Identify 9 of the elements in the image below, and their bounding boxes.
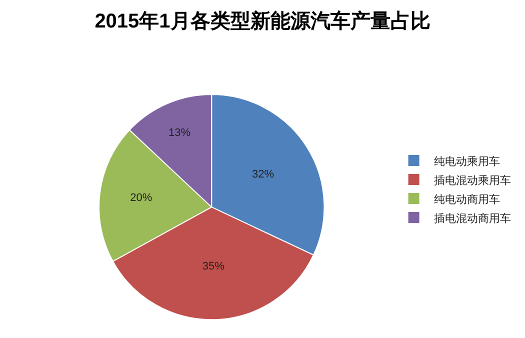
data-label: 35%	[202, 260, 225, 273]
legend-label: 纯电动乘用车	[434, 154, 500, 168]
data-label: 32%	[252, 168, 274, 180]
data-label: 20%	[130, 192, 152, 204]
legend-label: 插电混动商用车	[434, 212, 511, 225]
legend-label: 插电混动乘用车	[434, 174, 511, 187]
legend-label: 纯电动商用车	[434, 192, 500, 206]
chart-title: 2015年1月各类型新能源汽车产量占比	[94, 10, 430, 33]
data-label: 13%	[168, 127, 191, 140]
